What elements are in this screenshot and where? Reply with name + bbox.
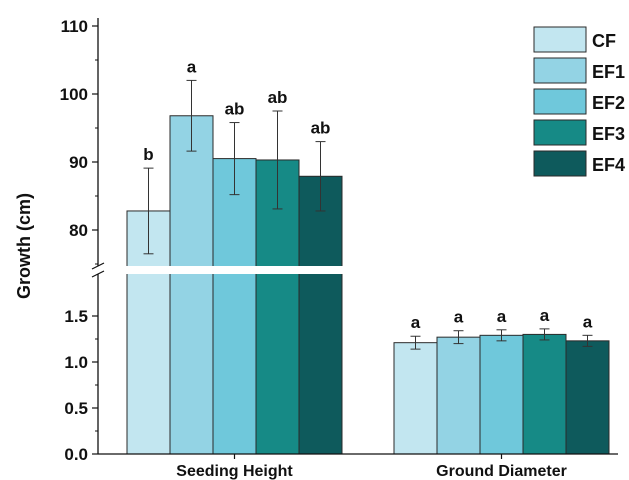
legend-swatch-ef1 [533,57,587,84]
bars-group [126,115,610,455]
bar-ef3-diameter [522,333,567,455]
legend-label-ef2: EF2 [592,93,625,113]
significance-label: a [497,307,507,326]
bar-ef4-height [298,175,343,455]
bar-ef4-diameter [565,340,610,455]
significance-label: ab [225,100,245,119]
legend-swatch-ef3 [533,119,587,146]
break-mark [91,262,105,270]
significance-label: ab [311,119,331,138]
bar-cf-diameter [393,342,438,455]
bar-ef1-diameter [436,336,481,455]
y-tick-label: 110 [61,17,88,36]
y-tick-label: 0.0 [64,445,88,464]
significance-labels-group: b a ab ab ab a a a a a [143,57,592,332]
significance-label: a [454,308,464,327]
y-tick-label: 90 [69,153,88,172]
y-axis-label: Growth (cm) [14,193,34,299]
significance-label: a [583,312,593,331]
y-tick-label: 80 [69,221,88,240]
legend-swatch-ef4 [533,150,587,177]
legend-swatch-ef2 [533,88,587,115]
legend-label-ef4: EF4 [592,155,625,175]
break-mark [91,270,105,278]
legend-label-cf: CF [592,31,616,51]
legend: CF EF1 EF2 EF3 EF4 [533,26,625,177]
significance-label: b [143,145,153,164]
axis-break-gap [94,266,624,274]
axes-group: Seeding Height Ground Diameter [91,18,624,480]
legend-label-ef1: EF1 [592,62,625,82]
x-category-label: Ground Diameter [436,463,567,480]
y-tick-label: 0.5 [64,399,88,418]
bar-ef2-height [212,158,257,455]
legend-label-ef3: EF3 [592,124,625,144]
y-tick-label: 1.5 [64,307,88,326]
error-bars-group [143,79,593,350]
significance-label: a [187,57,197,76]
x-category-label: Seeding Height [176,463,293,480]
significance-label: a [411,313,421,332]
bar-ef1-height [169,115,214,455]
significance-label: a [540,306,550,325]
lower-axis-ticks: 0.0 0.5 1.0 1.5 [64,307,98,464]
legend-swatch-cf [533,26,587,53]
upper-axis-ticks: 80 90 100 110 [60,17,98,265]
bar-ef2-diameter [479,334,524,455]
significance-label: ab [268,88,288,107]
y-tick-label: 100 [60,85,88,104]
y-tick-label: 1.0 [64,353,88,372]
